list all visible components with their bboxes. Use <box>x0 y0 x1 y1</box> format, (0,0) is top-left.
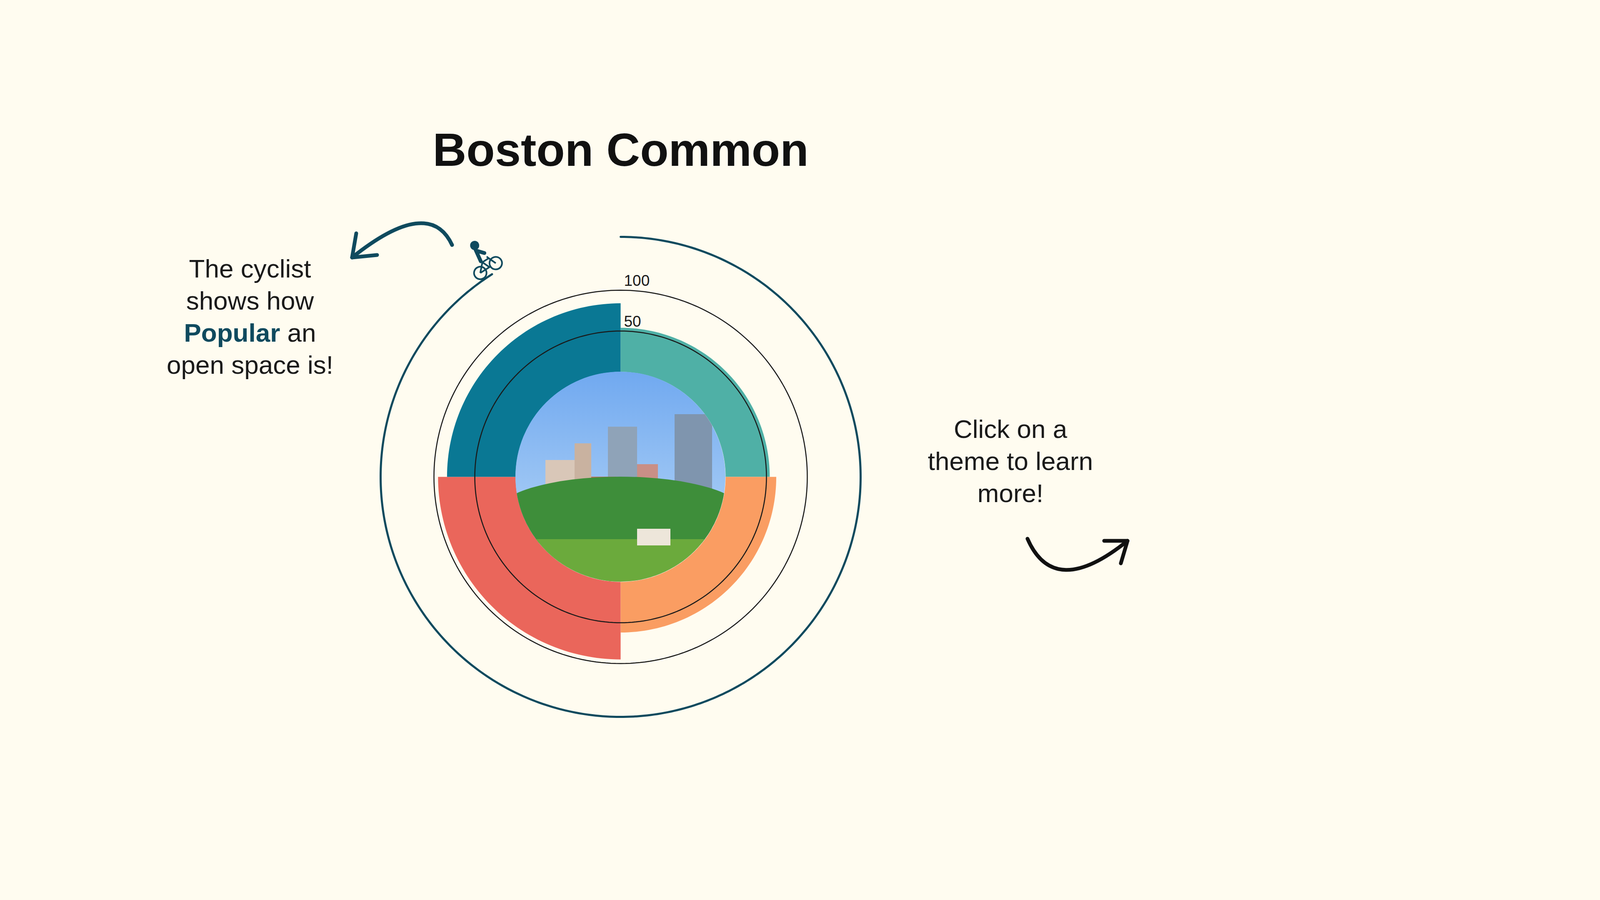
svg-text:50: 50 <box>624 312 642 330</box>
svg-text:Boston Common: Boston Common <box>432 123 809 176</box>
svg-text:Click on atheme to learnmore!: Click on atheme to learnmore! <box>927 414 1093 508</box>
svg-text:The cyclistshows howPopular an: The cyclistshows howPopular anopen space… <box>166 254 334 380</box>
svg-text:100: 100 <box>624 272 650 290</box>
